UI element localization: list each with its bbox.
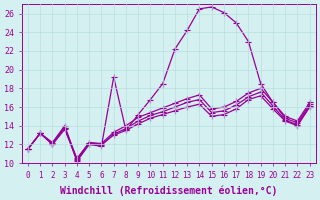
X-axis label: Windchill (Refroidissement éolien,°C): Windchill (Refroidissement éolien,°C) — [60, 185, 277, 196]
